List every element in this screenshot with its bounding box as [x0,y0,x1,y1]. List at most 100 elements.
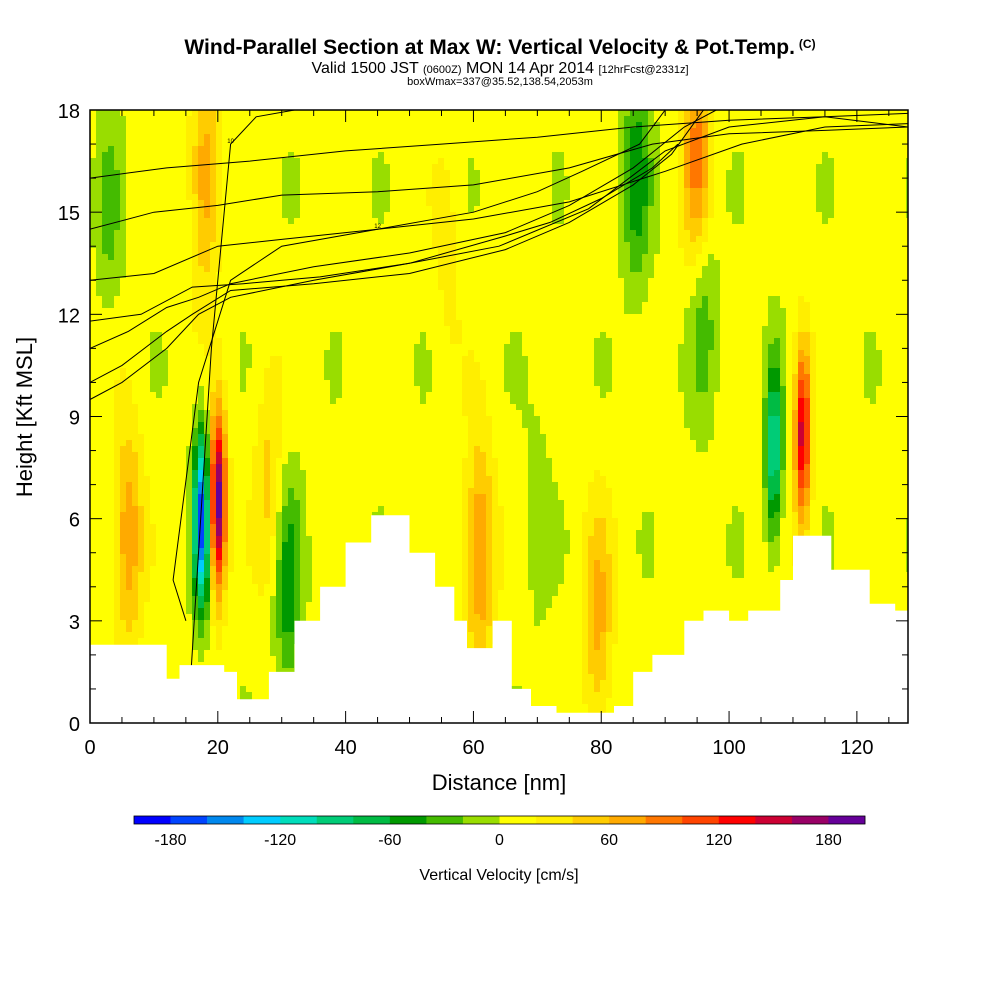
velocity-cell [102,284,109,291]
velocity-cell [252,332,259,339]
velocity-cell [186,242,193,249]
velocity-cell [144,620,151,627]
velocity-cell [324,470,331,477]
velocity-cell [150,290,157,297]
velocity-cell [246,278,253,285]
velocity-cell [276,500,283,507]
velocity-cell [210,314,217,321]
velocity-cell [174,242,181,249]
velocity-cell [102,560,109,567]
velocity-cell [120,518,127,525]
velocity-cell [282,566,289,573]
velocity-cell [288,452,295,459]
velocity-cell [366,512,373,519]
velocity-cell [294,500,301,507]
velocity-cell [234,374,241,381]
velocity-cell [264,392,271,399]
velocity-cell [270,260,277,267]
velocity-cell [222,602,229,609]
velocity-cell [132,194,139,201]
velocity-cell [348,500,355,507]
velocity-cell [120,200,127,207]
velocity-cell [294,470,301,477]
velocity-cell [348,254,355,261]
velocity-cell [312,590,319,597]
velocity-cell [102,602,109,609]
velocity-cell [258,128,265,135]
velocity-cell [204,320,211,327]
velocity-cell [156,380,163,387]
velocity-cell [354,128,361,135]
velocity-cell [240,578,247,585]
velocity-cell [156,356,163,363]
velocity-cell [330,200,337,207]
velocity-cell [96,608,103,615]
velocity-cell [330,296,337,303]
velocity-cell [288,548,295,555]
velocity-cell [228,110,235,117]
velocity-cell [162,350,169,357]
velocity-cell [264,626,271,633]
velocity-cell [276,446,283,453]
velocity-cell [90,116,97,123]
velocity-cell [324,530,331,537]
velocity-cell [210,176,217,183]
velocity-cell [90,200,97,207]
velocity-cell [342,266,349,273]
velocity-cell [360,296,367,303]
velocity-cell [204,542,211,549]
velocity-cell [228,410,235,417]
velocity-cell [144,212,151,219]
velocity-cell [102,344,109,351]
velocity-cell [132,620,139,627]
velocity-cell [300,488,307,495]
velocity-cell [216,290,223,297]
velocity-cell [132,362,139,369]
velocity-cell [180,434,187,441]
velocity-cell [144,200,151,207]
velocity-cell [138,536,145,543]
velocity-cell [234,140,241,147]
velocity-cell [270,494,277,501]
velocity-cell [126,182,133,189]
velocity-cell [264,134,271,141]
velocity-cell [276,386,283,393]
velocity-cell [318,470,325,477]
velocity-cell [258,164,265,171]
velocity-cell [132,212,139,219]
velocity-cell [336,314,343,321]
velocity-cell [186,362,193,369]
velocity-cell [144,476,151,483]
velocity-cell [186,314,193,321]
velocity-cell [204,152,211,159]
velocity-cell [258,578,265,585]
velocity-cell [168,356,175,363]
velocity-cell [282,398,289,405]
velocity-cell [288,350,295,357]
velocity-cell [348,152,355,159]
velocity-cell [144,506,151,513]
velocity-cell [102,542,109,549]
velocity-cell [186,488,193,495]
velocity-cell [156,308,163,315]
velocity-cell [318,122,325,129]
velocity-cell [312,206,319,213]
velocity-cell [96,266,103,273]
velocity-cell [120,194,127,201]
velocity-cell [222,218,229,225]
velocity-cell [162,290,169,297]
velocity-cell [102,206,109,213]
chart-title: Wind-Parallel Section at Max W: Vertical… [0,36,1000,60]
velocity-cell [138,566,145,573]
velocity-cell [168,458,175,465]
velocity-cell [228,182,235,189]
velocity-cell [252,248,259,255]
velocity-cell [90,182,97,189]
velocity-cell [144,548,151,555]
velocity-cell [180,122,187,129]
velocity-cell [300,110,307,117]
velocity-cell [102,446,109,453]
velocity-cell [360,164,367,171]
velocity-cell [294,278,301,285]
velocity-cell [198,458,205,465]
